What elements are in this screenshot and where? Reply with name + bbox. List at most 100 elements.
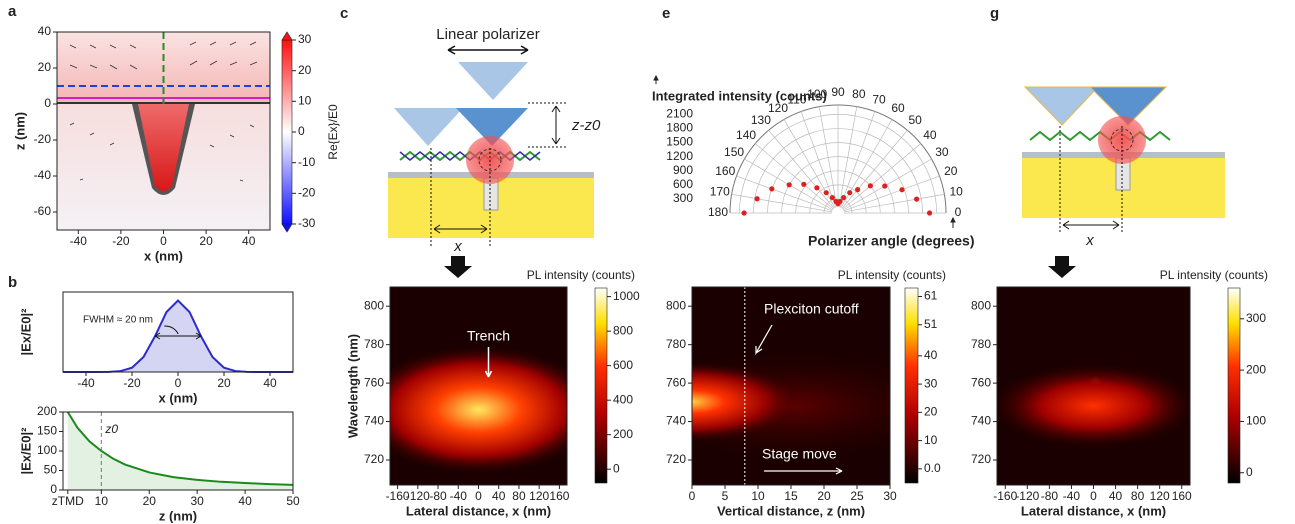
heatmap-intensity: [390, 344, 567, 476]
theta-tick-label: 80: [852, 87, 866, 101]
panel-label: a: [8, 3, 17, 20]
colorbar-tick-label: 40: [924, 348, 938, 362]
x-tick-label: 20: [199, 234, 213, 248]
y-tick-label: -20: [34, 132, 52, 146]
grid-spoke: [731, 193, 833, 213]
plot-frame: [691, 286, 891, 486]
colorbar-label: Re{Ex}/E0: [326, 104, 340, 160]
x-tick-label: -20: [112, 234, 130, 248]
x-tick-label: 0: [1090, 489, 1097, 503]
x-tick-label: 40: [492, 489, 506, 503]
y-tick-label: 760: [364, 375, 384, 389]
colorbar-label: PL intensity (counts): [1160, 268, 1268, 282]
annotation-arrow: [755, 324, 773, 356]
x-axis-label: Vertical distance, z (nm): [717, 503, 865, 518]
x-tick-label: zTMD: [52, 494, 84, 508]
annotation: FWHM ≈ 20 nm: [83, 315, 153, 326]
colorbar-tick-label: 800: [613, 323, 633, 337]
annotation-arrow: [764, 467, 843, 475]
point: [833, 198, 839, 205]
point: [855, 187, 861, 193]
x-tick-label: -20: [123, 376, 141, 390]
colorbar: [904, 287, 919, 484]
x-tick-label: 20: [143, 494, 157, 508]
y-tick-label: 760: [666, 375, 686, 389]
r-tick-label: 300: [673, 191, 693, 205]
grid-spoke: [818, 106, 838, 208]
x-tick-label: -160: [993, 489, 1017, 503]
x-tick-label: -40: [450, 489, 468, 503]
x-tick-label: 80: [1131, 489, 1145, 503]
theta-tick-label: 40: [923, 128, 937, 142]
colorbar-tick-label: 400: [613, 392, 633, 406]
x-tick-label: -80: [1041, 489, 1059, 503]
point: [754, 196, 760, 202]
theta-tick-label: 130: [751, 113, 771, 127]
diagram-c: Linear polarizer z-z0 x: [388, 26, 601, 278]
point: [741, 210, 747, 216]
heatmap: [997, 287, 1190, 485]
point: [823, 190, 829, 196]
x-tick-label: 30: [883, 489, 897, 503]
colorbar-tick-label: 0: [298, 124, 305, 138]
colorbar-tick-label: 1000: [613, 289, 640, 303]
line-area: [67, 412, 294, 490]
grid-spoke: [755, 143, 834, 210]
point: [841, 194, 847, 201]
point: [899, 187, 905, 193]
grid-spoke: [843, 193, 945, 213]
heatmap-intensity: [692, 362, 801, 442]
y-tick-label: 780: [364, 337, 384, 351]
colorbar-tick-label: 51: [924, 317, 938, 331]
grid-spoke: [841, 130, 908, 209]
y-tick-label: 720: [971, 452, 991, 466]
x-tick-label: 120: [529, 489, 549, 503]
r-tick-label: 900: [673, 163, 693, 177]
y-tick-label: 40: [38, 24, 52, 38]
x-tick-label: -120: [1015, 489, 1039, 503]
colorbar: [1227, 287, 1241, 484]
theta-tick-label: 50: [908, 113, 922, 127]
grid-spoke: [768, 130, 835, 209]
point: [829, 194, 835, 201]
colorbar-tick-label: 10: [298, 94, 312, 108]
colorbar-tick-label: -20: [298, 186, 316, 200]
field-map: [57, 32, 270, 230]
y-tick-label: 0: [50, 482, 57, 496]
annotation-arrow: [484, 347, 493, 378]
y-tick-label: 20: [38, 60, 52, 74]
point: [814, 185, 820, 191]
annotation: Plexciton cutoff: [764, 301, 859, 317]
colorbar-tick-label: 30: [298, 32, 312, 46]
y-tick-label: 740: [971, 414, 991, 428]
x-tick-label: 20: [817, 489, 831, 503]
theta-tick-label: 120: [768, 101, 788, 115]
x-tick-label: 40: [238, 494, 252, 508]
grid-spoke: [842, 143, 921, 210]
x-axis-label: x (nm): [144, 248, 183, 263]
diagram-label: x: [453, 238, 462, 255]
colorbar-tick-label: 0.0: [924, 461, 941, 475]
y-tick-label: 780: [666, 337, 686, 351]
x-tick-label: 25: [850, 489, 864, 503]
x-tick-label: -40: [70, 234, 88, 248]
colorbar-extend: [281, 31, 293, 41]
colorbar-tick-label: 0: [613, 461, 620, 475]
r-tick-label: 1800: [666, 121, 693, 135]
x-tick-label: -80: [429, 489, 447, 503]
theta-tick-label: 140: [736, 128, 756, 142]
colorbar-tick-label: -10: [298, 155, 316, 169]
theta-tick-label: 110: [787, 92, 806, 106]
plot-frame: [62, 411, 294, 491]
diagram-label: x: [1085, 232, 1094, 249]
x-tick-label: 40: [242, 234, 256, 248]
y-tick-label: 150: [37, 424, 57, 438]
panel-label: c: [340, 5, 348, 22]
x-tick-label: 50: [286, 494, 300, 508]
point: [882, 183, 888, 189]
y-tick-label: -40: [34, 168, 52, 182]
theta-tick-label: 150: [724, 145, 744, 159]
grid-spoke: [838, 106, 858, 208]
colorbar-tick-label: 30: [924, 376, 938, 390]
